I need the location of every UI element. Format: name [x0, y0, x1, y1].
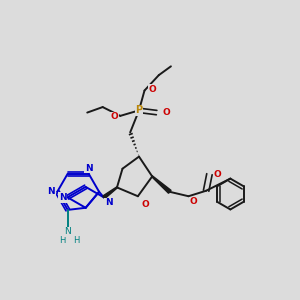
Text: H: H [59, 236, 65, 245]
Polygon shape [152, 176, 171, 193]
Text: N: N [85, 164, 92, 172]
Text: N: N [59, 193, 66, 202]
Text: O: O [149, 85, 157, 94]
Text: H: H [73, 236, 80, 245]
Text: N: N [64, 227, 71, 236]
Text: N: N [47, 187, 55, 196]
Text: N: N [105, 198, 112, 207]
Text: O: O [141, 200, 149, 208]
Polygon shape [103, 187, 117, 199]
Text: P: P [135, 105, 142, 116]
Text: O: O [110, 112, 118, 122]
Text: O: O [190, 197, 197, 206]
Text: O: O [214, 170, 222, 179]
Text: O: O [162, 108, 170, 117]
